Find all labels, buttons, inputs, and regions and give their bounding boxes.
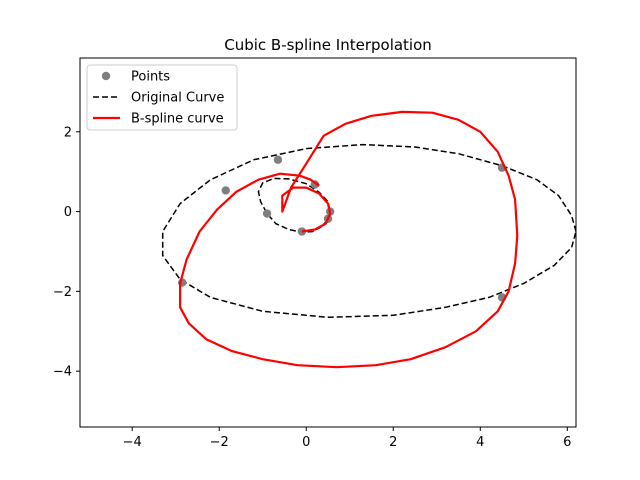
y-tick-label: −4 (53, 365, 72, 380)
x-tick-label: −2 (210, 435, 229, 450)
legend-label: B-spline curve (131, 112, 224, 127)
legend-label: Original Curve (131, 91, 224, 106)
bspline-curve-line (179, 110, 519, 369)
data-point (262, 209, 272, 218)
y-tick-label: 2 (64, 125, 72, 140)
axes: −4 −2 0 2 4 6 −4 −2 0 2 (53, 57, 577, 450)
x-tick-label: 4 (476, 435, 484, 450)
y-tick-label: −2 (53, 285, 72, 300)
data-point (221, 186, 230, 195)
y-tick-label: 0 (64, 205, 72, 220)
plot-area (161, 110, 576, 369)
legend-points-marker (101, 71, 111, 81)
data-point (273, 155, 283, 164)
data-point (297, 227, 307, 236)
legend-box (86, 64, 238, 131)
chart-title: Cubic B-spline Interpolation (224, 36, 432, 54)
x-tick-label: 0 (302, 435, 310, 450)
legend: Points Original Curve B-spline curve (86, 64, 238, 131)
x-tick-label: 6 (563, 435, 571, 450)
axes-frame (79, 57, 577, 428)
x-tick-label: −4 (123, 435, 142, 450)
legend-label: Points (131, 70, 170, 85)
x-tick-label: 2 (389, 435, 397, 450)
